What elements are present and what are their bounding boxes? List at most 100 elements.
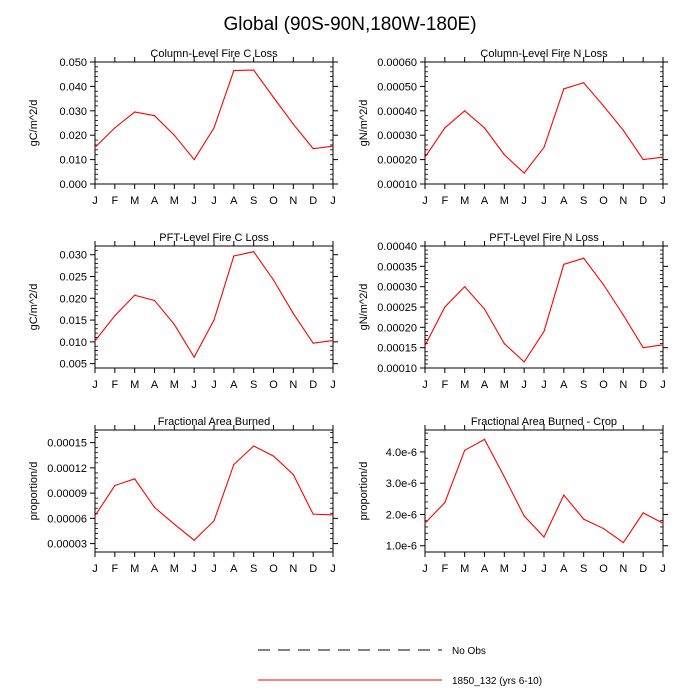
plot-frame: [424, 245, 664, 369]
data-point: [483, 308, 486, 310]
data-point: [94, 515, 96, 517]
x-tick-label: A: [560, 379, 568, 391]
x-tick-label: N: [289, 563, 297, 575]
data-point: [134, 478, 136, 480]
x-tick-label: J: [330, 379, 336, 391]
data-point: [292, 123, 294, 125]
x-tick-label: S: [580, 379, 587, 391]
x-tick-label: F: [111, 195, 118, 207]
y-axis-label: gC/m^2/d: [28, 100, 40, 147]
x-tick-label: O: [269, 563, 278, 575]
data-point: [543, 146, 545, 148]
x-tick-label: M: [460, 379, 469, 391]
x-tick-label: M: [500, 379, 509, 391]
y-tick-label: 0.005: [59, 359, 87, 371]
data-point: [153, 506, 156, 509]
chart-panel-6: Fractional Area Burned - Crop proportion/…: [358, 416, 668, 575]
y-tick-label: 0.00010: [377, 179, 417, 191]
y-tick-label: 0.010: [59, 155, 87, 167]
x-tick-label: O: [269, 379, 278, 391]
x-tick-label: J: [521, 195, 527, 207]
y-tick-label: 0.025: [59, 272, 87, 284]
data-point: [193, 159, 195, 161]
y-tick-label: 0.00020: [377, 155, 417, 167]
x-tick-label: S: [250, 563, 257, 575]
x-tick-label: M: [460, 195, 469, 207]
y-tick-label: 0.020: [59, 130, 87, 142]
legend-label: 1850_132 (yrs 6-10): [452, 676, 542, 687]
x-tick-label: A: [481, 563, 489, 575]
data-point: [292, 473, 294, 476]
chart-title: Column-Level Fire C Loss: [150, 48, 278, 60]
data-point: [114, 484, 116, 487]
plot-frame: [94, 61, 334, 185]
data-point: [563, 494, 565, 496]
chart-panel-5: Fractional Area Burned proportion/d 0.0000…: [28, 416, 338, 575]
x-tick-label: F: [111, 563, 118, 575]
data-point: [134, 111, 136, 113]
y-tick-label: 0.040: [59, 81, 87, 93]
data-point: [583, 518, 585, 520]
plot-frame: [94, 429, 334, 553]
data-point: [253, 69, 255, 71]
data-point: [523, 361, 525, 363]
x-tick-label: M: [130, 563, 139, 575]
data-point: [602, 284, 605, 286]
data-point: [424, 522, 426, 524]
x-tick-label: A: [151, 195, 159, 207]
x-tick-label: N: [619, 195, 627, 207]
x-tick-label: O: [599, 195, 608, 207]
y-tick-label: 0.050: [59, 57, 87, 69]
x-tick-label: D: [639, 563, 647, 575]
x-tick-label: J: [92, 563, 98, 575]
x-tick-label: S: [250, 379, 257, 391]
data-point: [272, 279, 275, 281]
y-tick-label: 0.00040: [377, 241, 417, 253]
x-tick-label: N: [619, 379, 627, 391]
x-tick-label: D: [309, 379, 317, 391]
plot-frame: [94, 245, 334, 369]
data-point: [543, 330, 545, 332]
x-tick-label: S: [580, 195, 587, 207]
x-tick-label: J: [92, 379, 98, 391]
data-point: [444, 501, 446, 504]
x-tick-label: A: [230, 563, 238, 575]
data-point: [173, 323, 175, 326]
data-point: [642, 159, 644, 161]
chart-title: PFT-Level Fire N Loss: [489, 232, 599, 244]
y-tick-label: 0.030: [59, 106, 87, 118]
x-tick-label: F: [441, 563, 448, 575]
data-point: [483, 127, 486, 129]
x-tick-label: O: [599, 379, 608, 391]
series-line: [424, 257, 664, 363]
data-point: [312, 513, 314, 515]
y-tick-label: 0.030: [59, 250, 87, 262]
x-tick-label: D: [639, 195, 647, 207]
chart-panel-3: PFT-Level Fire C Loss gC/m^2/d 0.005 0.010 0…: [28, 232, 338, 391]
plot-frame: [424, 429, 664, 553]
chart-title: Column-Level Fire N Loss: [480, 48, 608, 60]
series-line: [94, 445, 334, 541]
y-tick-label: 0.015: [59, 315, 87, 327]
data-point: [213, 520, 215, 522]
data-point: [193, 539, 195, 541]
x-tick-label: A: [151, 379, 159, 391]
y-axis-label: gN/m^2/d: [358, 100, 370, 147]
series-line: [424, 438, 664, 544]
x-tick-label: J: [422, 563, 428, 575]
data-point: [444, 306, 446, 308]
data-point: [213, 127, 215, 129]
x-tick-label: J: [660, 195, 666, 207]
y-tick-label: 0.00040: [377, 106, 417, 118]
data-point: [173, 134, 175, 136]
data-point: [464, 110, 466, 112]
y-tick-label: 0.00020: [377, 322, 417, 334]
data-point: [153, 299, 156, 302]
y-tick-label: 0.00015: [47, 438, 87, 450]
series-line: [424, 82, 664, 174]
data-point: [543, 536, 545, 538]
x-tick-label: M: [130, 195, 139, 207]
y-tick-label: 4.0e-6: [386, 447, 417, 459]
